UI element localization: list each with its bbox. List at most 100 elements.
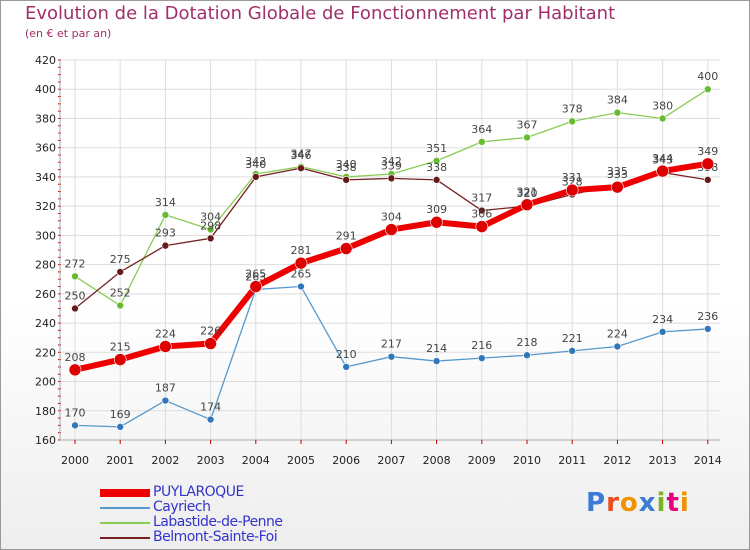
data-label-belmont-sainte-foi: 328 [562,175,583,188]
data-point-cayriech [568,347,577,355]
x-tick-label: 2009 [468,454,496,467]
x-tick-label: 2012 [603,454,631,467]
data-point-cayriech [116,423,124,431]
legend-swatch-belmont [100,537,150,539]
data-point-puylaroque [159,340,172,353]
data-point-cayriech [477,354,486,362]
data-label-cayriech: 210 [336,348,357,361]
y-tick-label: 320 [35,200,56,213]
data-label-belmont-sainte-foi: 339 [381,159,402,172]
data-point-puylaroque [701,157,715,171]
data-label-belmont-sainte-foi: 293 [155,227,176,240]
data-label-belmont-sainte-foi: 343 [652,154,673,167]
data-label-cayriech: 218 [517,336,538,349]
data-point-labastide-de-penne [703,85,712,94]
data-label-belmont-sainte-foi: 275 [110,253,131,266]
data-point-puylaroque [475,220,489,233]
data-point-belmont-sainte-foi [252,173,260,181]
data-label-puylaroque: 208 [65,351,86,364]
data-label-labastide-de-penne: 252 [110,287,131,300]
data-label-labastide-de-penne: 342 [245,155,266,168]
data-label-cayriech: 224 [607,327,628,340]
y-tick-label: 420 [35,54,56,67]
x-tick-label: 2004 [242,454,270,467]
legend-label-puylaroque: PUYLAROQUE [153,484,244,500]
data-point-cayriech [161,396,170,405]
x-tick-label: 2013 [649,454,677,467]
legend-label-cayriech: Cayriech [153,499,211,515]
y-tick-label: 200 [35,376,56,389]
data-point-belmont-sainte-foi [206,234,215,243]
data-point-puylaroque [385,223,398,236]
data-point-belmont-sainte-foi [297,164,305,172]
data-label-puylaroque: 291 [336,230,357,243]
data-label-cayriech: 221 [562,332,583,345]
data-point-belmont-sainte-foi [432,176,441,184]
logo-letter: P [586,488,607,518]
data-point-cayriech [703,325,712,333]
legend-swatch-labastide [100,522,150,524]
x-tick-label: 2011 [558,454,586,467]
data-label-belmont-sainte-foi: 335 [607,165,628,178]
data-point-cayriech [523,351,531,360]
data-point-belmont-sainte-foi [161,241,170,250]
x-tick-label: 2006 [332,454,360,467]
data-point-puylaroque [611,180,624,194]
data-label-belmont-sainte-foi: 317 [471,192,492,205]
x-tick-label: 2010 [513,454,541,467]
x-tick-label: 2002 [151,454,179,467]
data-label-puylaroque: 321 [517,186,538,199]
data-label-cayriech: 236 [697,310,718,323]
x-tick-label: 2000 [61,454,89,467]
y-tick-label: 280 [35,259,56,272]
data-point-puylaroque [249,280,263,293]
data-label-labastide-de-penne: 342 [381,155,402,168]
data-point-cayriech [387,352,396,361]
y-tick-label: 240 [35,317,56,330]
data-point-puylaroque [204,337,217,350]
y-tick-label: 360 [35,142,56,155]
data-label-puylaroque: 306 [471,208,492,221]
data-label-labastide-de-penne: 351 [426,142,447,155]
data-point-puylaroque [68,363,82,377]
x-tick-label: 2003 [197,454,225,467]
data-label-labastide-de-penne: 367 [517,118,538,131]
y-tick-label: 180 [35,405,56,418]
logo-letter: i [656,488,667,518]
y-tick-label: 260 [35,288,56,301]
legend-label-belmont: Belmont-Sainte-Foi [153,529,278,545]
data-point-cayriech [297,282,305,291]
data-label-puylaroque: 224 [155,327,176,340]
data-point-labastide-de-penne [523,133,531,142]
data-label-cayriech: 216 [471,339,492,352]
data-point-cayriech [613,342,622,351]
data-point-labastide-de-penne [613,108,622,117]
data-point-cayriech [658,328,667,336]
logo-letter: x [638,488,657,518]
data-point-labastide-de-penne [658,114,667,123]
data-point-cayriech [71,421,79,430]
data-label-labastide-de-penne: 314 [155,196,176,209]
data-label-puylaroque: 344 [652,152,673,165]
chart-title: Evolution de la Dotation Globale de Fonc… [25,3,616,24]
data-label-puylaroque: 265 [245,268,266,281]
data-label-labastide-de-penne: 380 [652,99,673,112]
data-label-belmont-sainte-foi: 320 [517,187,538,200]
x-tick-label: 2001 [106,454,134,467]
data-label-cayriech: 265 [291,268,312,281]
data-label-labastide-de-penne: 304 [200,211,221,224]
data-point-puylaroque [565,183,579,197]
data-point-puylaroque [113,353,127,366]
y-tick-label: 300 [35,229,56,242]
data-label-puylaroque: 281 [291,244,312,257]
x-tick-label: 2008 [423,454,451,467]
data-label-cayriech: 187 [155,382,176,395]
data-label-labastide-de-penne: 378 [562,102,583,115]
y-tick-label: 380 [35,112,56,125]
x-tick-label: 2014 [694,454,722,467]
legend-swatch-cayriech [100,507,150,509]
data-point-belmont-sainte-foi [477,206,486,215]
y-tick-label: 160 [35,434,56,447]
